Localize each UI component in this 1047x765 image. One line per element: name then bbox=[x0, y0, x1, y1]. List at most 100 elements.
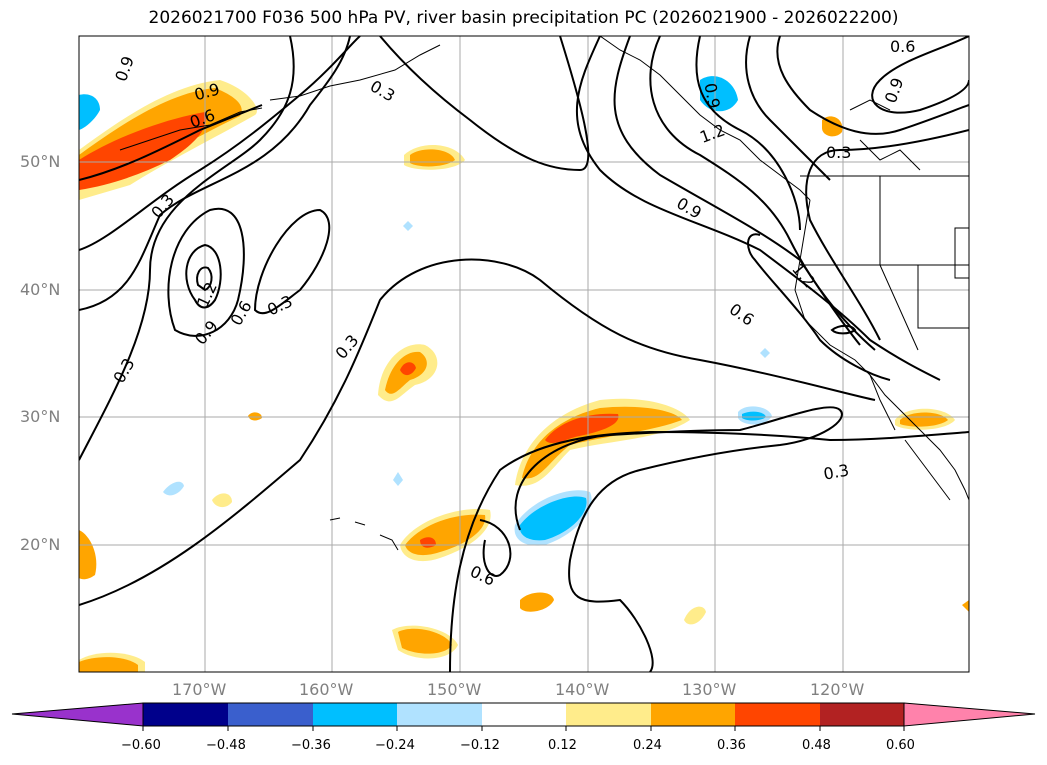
pv-contour-low bbox=[830, 324, 857, 335]
colorbar-tick-2: −0.48 bbox=[206, 738, 246, 753]
colorbar-seg-2 bbox=[228, 703, 313, 726]
lon-label-140w: 140°W bbox=[555, 680, 610, 699]
lon-label-170w: 170°W bbox=[172, 680, 227, 699]
colorbar-seg-3 bbox=[313, 703, 397, 726]
precip-band-max bbox=[545, 413, 619, 444]
precip-patch-mexico-core bbox=[900, 412, 948, 427]
pv-contour-8 bbox=[649, 36, 876, 351]
alaska-panhandle-coast bbox=[599, 36, 811, 201]
precip-patch-blue-2-core bbox=[742, 411, 766, 421]
pv-contour-10 bbox=[745, 36, 831, 181]
colorbar-tick-4: −0.24 bbox=[375, 738, 415, 753]
contour-label-09-e: 0.9 bbox=[701, 82, 724, 110]
precip-patch-s2-core bbox=[398, 628, 452, 654]
colorbar-tick-10: 0.60 bbox=[886, 738, 915, 753]
colorbar-seg-6 bbox=[566, 703, 651, 726]
lon-label-130w: 130°W bbox=[682, 680, 737, 699]
pv-contour-3 bbox=[79, 36, 295, 461]
contour-label-09-b: 0.9 bbox=[191, 317, 222, 349]
pv-contour-lobe-center bbox=[196, 266, 213, 292]
precip-band-core bbox=[522, 406, 682, 479]
contour-label-03-a: 0.3 bbox=[367, 76, 399, 105]
contour-label-03-e: 0.3 bbox=[332, 331, 363, 363]
colorbar-extend-low bbox=[11, 702, 144, 727]
precip-dot-3 bbox=[684, 606, 706, 625]
lon-label-120w: 120°W bbox=[810, 680, 865, 699]
precip-dot-1 bbox=[248, 412, 262, 421]
baja-california bbox=[869, 374, 951, 501]
contour-label-03-f: 0.3 bbox=[826, 143, 851, 162]
contour-label-06-d: 0.6 bbox=[890, 37, 915, 56]
colorbar-tick-3: −0.36 bbox=[291, 738, 331, 753]
pv-contour-14 bbox=[747, 233, 891, 381]
lon-label-160w: 160°W bbox=[299, 680, 354, 699]
contour-label-03-b: 0.3 bbox=[147, 190, 178, 222]
pv-contour-11 bbox=[776, 36, 969, 135]
pv-contour-13 bbox=[871, 36, 969, 114]
colorbar-tick-1: −0.60 bbox=[121, 738, 161, 753]
pv-contours bbox=[79, 36, 969, 672]
colorbar-tick-8: 0.36 bbox=[717, 738, 746, 753]
colorbar-seg-8 bbox=[735, 703, 820, 726]
precip-patch-ak-blue bbox=[700, 76, 738, 112]
pv-contour-15 bbox=[514, 406, 843, 672]
lon-label-150w: 150°W bbox=[427, 680, 482, 699]
canada-interior-lines bbox=[849, 99, 921, 171]
precip-patch-blue-1-core bbox=[519, 496, 587, 541]
contour-label-09-d: 0.9 bbox=[881, 75, 908, 105]
pv-contour-9 bbox=[695, 36, 801, 231]
lat-label-50n: 50°N bbox=[20, 152, 61, 171]
pv-contour-17 bbox=[479, 519, 512, 577]
precip-patch-mid-max bbox=[400, 362, 416, 376]
precip-dot-8 bbox=[760, 348, 770, 358]
colorbar bbox=[11, 702, 1036, 731]
pv-contour-lobe-outer bbox=[167, 207, 245, 337]
contour-label-06-b: 0.6 bbox=[226, 297, 255, 329]
colorbar-seg-1 bbox=[143, 703, 228, 726]
pv-contour-1 bbox=[79, 36, 361, 251]
lat-label-40n: 40°N bbox=[20, 280, 61, 299]
us-state-borders bbox=[800, 176, 969, 351]
precip-dot-4 bbox=[962, 600, 969, 612]
contour-label-09-nw: 0.9 bbox=[111, 54, 138, 84]
contour-label-03-d: 0.3 bbox=[109, 355, 138, 387]
contour-label-03-c: 0.3 bbox=[264, 291, 295, 319]
pv-contour-ridge bbox=[253, 208, 331, 315]
colorbar-frame bbox=[142, 702, 905, 727]
pv-contour-12 bbox=[805, 129, 969, 341]
contour-label-06-c: 0.6 bbox=[726, 299, 758, 329]
contour-label-06-e: 0.6 bbox=[467, 562, 498, 590]
precip-dot-5 bbox=[163, 481, 184, 496]
pv-contour-5 bbox=[379, 36, 590, 172]
colorbar-seg-9 bbox=[820, 703, 904, 726]
pv-contour-4 bbox=[79, 258, 876, 606]
contour-label-03-g: 0.3 bbox=[822, 460, 850, 483]
pv-contour-6 bbox=[576, 36, 941, 381]
map-plot-area: 0.9 0.9 0.6 0.3 0.3 1.2 0.9 0.6 0.3 0.3 … bbox=[79, 36, 969, 672]
precip-dot-6 bbox=[393, 472, 403, 486]
pv-contour-lobe-inner bbox=[185, 243, 222, 309]
precip-patch-w bbox=[79, 530, 97, 580]
map-title: 2026021700 F036 500 hPa PV, river basin … bbox=[148, 8, 899, 28]
colorbar-tick-7: 0.24 bbox=[633, 738, 662, 753]
pv-contour-west-jet bbox=[79, 104, 263, 181]
colorbar-tick-9: 0.48 bbox=[802, 738, 831, 753]
pv-contour-2 bbox=[79, 36, 351, 311]
contour-label-12-c: 1.2 bbox=[697, 120, 727, 147]
pv-contour-16 bbox=[449, 430, 969, 672]
colorbar-seg-7 bbox=[651, 703, 735, 726]
contour-label-12-b: 1.2 bbox=[788, 260, 819, 292]
colorbar-seg-5 bbox=[482, 703, 566, 726]
precip-patch-ne bbox=[822, 116, 843, 137]
colorbar-seg-4 bbox=[397, 703, 482, 726]
lat-label-20n: 20°N bbox=[20, 535, 61, 554]
colorbar-tick-5: −0.12 bbox=[460, 738, 500, 753]
plot-frame bbox=[78, 35, 970, 673]
precip-patch-sw-core bbox=[79, 657, 138, 672]
precip-patch-nw-blue bbox=[79, 94, 100, 130]
colorbar-tick-6: 0.12 bbox=[548, 738, 577, 753]
precip-dot-7 bbox=[403, 221, 413, 231]
colorbar-extend-high bbox=[903, 702, 1036, 727]
na-west-coast bbox=[794, 199, 969, 501]
